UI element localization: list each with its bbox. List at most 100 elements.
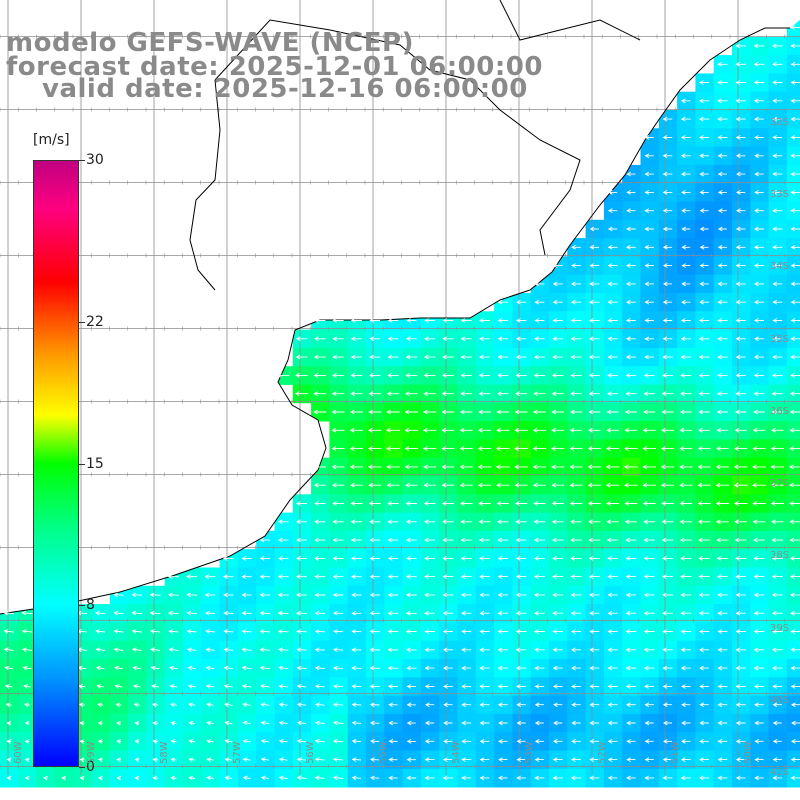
wind-arrow — [552, 739, 563, 744]
wind-arrow — [551, 501, 564, 506]
wind-arrow — [479, 665, 490, 671]
wind-arrow — [588, 537, 601, 543]
wind-arrow — [97, 757, 103, 763]
wind-arrow — [680, 373, 692, 378]
wind-arrow — [607, 775, 618, 781]
wind-arrow — [717, 80, 728, 85]
wind-arrow — [771, 610, 783, 616]
wind-arrow — [662, 263, 672, 268]
wind-arrow — [790, 25, 800, 30]
wind-arrow — [332, 537, 344, 543]
wind-arrow — [772, 684, 783, 689]
wind-arrow — [314, 775, 325, 781]
wind-arrow — [332, 318, 344, 323]
wind-arrow — [606, 519, 619, 525]
wind-arrow — [368, 501, 381, 506]
wind-arrow — [296, 665, 307, 671]
wind-arrow — [534, 684, 545, 689]
wind-arrow — [314, 519, 326, 525]
wind-arrow — [498, 739, 508, 744]
wind-arrow — [680, 116, 691, 122]
wind-arrow — [753, 354, 764, 360]
wind-arrow — [533, 537, 545, 543]
wind-arrow — [21, 647, 33, 652]
wind-arrow — [625, 244, 636, 250]
wind-arrow — [461, 647, 472, 653]
wind-arrow — [424, 739, 435, 744]
wind-arrow — [349, 409, 363, 415]
wind-arrow — [680, 775, 691, 781]
wind-arrow — [790, 775, 800, 781]
wind-arrow — [351, 665, 362, 671]
wind-arrow — [278, 665, 289, 671]
wind-arrow — [351, 720, 362, 726]
wind-arrow — [625, 574, 637, 579]
wind-arrow — [753, 263, 765, 268]
wind-arrow — [534, 299, 545, 305]
wind-arrow — [680, 318, 691, 323]
wind-arrow — [753, 684, 765, 689]
wind-arrow — [515, 665, 527, 671]
wind-arrow — [259, 574, 271, 579]
wind-arrow — [97, 702, 104, 708]
wind-arrow — [260, 683, 270, 689]
wind-arrow — [607, 391, 619, 396]
wind-arrow — [607, 556, 618, 561]
wind-arrow — [644, 190, 654, 195]
wind-arrow — [131, 647, 142, 652]
wind-arrow — [206, 702, 214, 707]
wind-arrow — [424, 556, 436, 561]
wind-arrow — [495, 446, 510, 451]
wind-arrow — [607, 226, 618, 232]
wind-arrow — [4, 684, 13, 689]
latitude-label: 33S — [770, 189, 790, 201]
wind-arrow — [224, 757, 233, 762]
wind-arrow — [369, 556, 380, 561]
wind-arrow — [151, 702, 159, 708]
wind-arrow — [607, 354, 618, 360]
wind-arrow — [735, 318, 746, 323]
wind-arrow — [351, 775, 362, 781]
wind-arrow — [478, 519, 491, 525]
wind-arrow — [735, 702, 746, 708]
wind-arrow — [277, 610, 289, 616]
wind-arrow — [533, 354, 545, 360]
wind-arrow — [680, 98, 691, 104]
wind-arrow — [571, 263, 581, 268]
wind-arrow — [169, 665, 178, 671]
wind-arrow — [313, 482, 326, 488]
wind-arrow — [170, 720, 177, 726]
wind-arrow — [349, 427, 363, 433]
wind-arrow — [625, 281, 636, 287]
wind-arrow — [314, 610, 326, 616]
wind-arrow — [369, 519, 381, 525]
wind-arrow — [97, 720, 103, 726]
wind-arrow — [423, 519, 436, 525]
wind-arrow — [733, 501, 748, 506]
wind-arrow — [716, 556, 729, 561]
wind-arrow — [681, 720, 691, 726]
wind-arrow — [422, 446, 437, 451]
wind-arrow — [388, 775, 398, 781]
wind-arrow — [167, 610, 179, 616]
wind-arrow — [625, 665, 637, 671]
wind-arrow — [772, 171, 783, 177]
wind-arrow — [680, 592, 692, 598]
wind-arrow — [386, 464, 400, 470]
wind-arrow — [369, 775, 380, 781]
wind-arrow — [626, 171, 636, 177]
wind-arrow — [662, 281, 672, 287]
wind-arrow — [442, 647, 453, 653]
wind-arrow — [735, 629, 746, 634]
wind-arrow — [662, 244, 673, 250]
wind-arrow — [223, 610, 234, 616]
wind-arrow — [204, 574, 216, 579]
wind-arrow — [790, 208, 800, 213]
wind-arrow — [680, 135, 691, 140]
wind-arrow — [206, 739, 214, 744]
wind-arrow — [552, 354, 564, 360]
wind-arrow — [296, 519, 307, 525]
wind-arrow — [167, 574, 179, 579]
wind-arrow — [479, 775, 490, 781]
wind-arrow — [441, 427, 455, 433]
